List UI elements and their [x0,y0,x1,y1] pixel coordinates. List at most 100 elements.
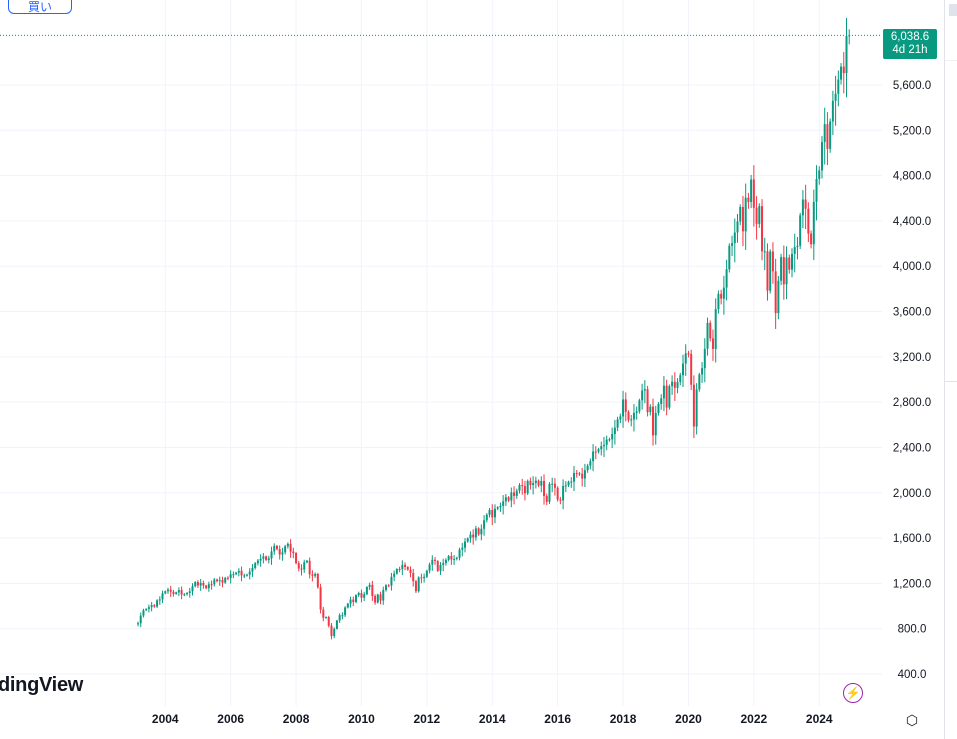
y-tick-label: 4,400.0 [893,216,931,228]
candle-body [679,375,682,383]
candle-body [401,564,404,570]
candle-body [409,569,412,573]
candle-body [597,449,600,452]
candle-body [581,473,584,479]
candle-body [232,574,235,576]
x-tick-label: 2006 [217,712,244,726]
candle-body [559,499,562,501]
candle-body [281,552,284,555]
candle-body [139,615,142,624]
candle-body [635,411,638,413]
candle-body [406,566,409,570]
candle-body [142,610,145,616]
candle-body [145,608,148,611]
candle-body [744,197,747,232]
candle-body [720,293,723,299]
candle-body [180,590,183,595]
candle-body [589,461,592,466]
candle-body [600,446,603,450]
candle-body [382,590,385,601]
candle-body [156,600,159,607]
divider [945,60,957,61]
candle-body [295,553,298,564]
candle-body [216,579,219,582]
candle-body [750,179,753,203]
candle-body [483,520,486,529]
candle-body [725,269,728,288]
candle-body [771,251,774,272]
candle-body [344,607,347,616]
candle-body [273,545,276,552]
candle-body [316,573,319,588]
candle-body [303,562,306,570]
candle-body [537,480,540,486]
candle-body [327,617,330,626]
candle-body [701,368,704,375]
candle-body [564,485,567,487]
candle-body [480,528,483,535]
candle-body [461,547,464,550]
candle-body [265,556,268,560]
candle-body [444,559,447,564]
candle-body [573,473,575,482]
y-tick-label: 1,200.0 [893,578,931,590]
candle-body [717,293,720,310]
candle-body [643,389,646,391]
candle-body [602,444,605,447]
candle-body [703,348,706,369]
sidebar-button[interactable] [949,4,957,16]
candle-body [728,245,731,270]
candle-body [289,543,292,552]
candle-body [398,568,401,570]
candle-body [297,563,300,569]
buy-button[interactable]: 買い [8,0,72,14]
x-tick-label: 2016 [544,712,571,726]
candle-body [325,617,328,619]
tradingview-logo[interactable]: dingView [0,674,84,696]
candle-body [820,142,823,171]
candle-body [722,287,725,299]
candle-body [322,609,325,618]
candle-body [646,389,649,413]
candle-body [791,253,793,270]
candle-body [755,207,758,224]
candle-body [256,560,259,564]
candle-body [183,594,186,596]
candle-body [684,353,687,364]
candle-body [807,208,810,234]
right-sidebar [944,0,957,739]
candle-body [687,353,690,355]
candle-body [826,124,829,149]
candle-body [619,416,622,420]
candle-body [616,419,619,428]
candle-body [246,574,248,576]
candle-body [513,492,516,496]
candle-body [221,580,224,583]
candle-body [799,215,802,246]
candle-body [284,546,287,553]
candle-body [545,495,548,502]
candle-body [608,439,611,441]
candle-body [741,206,744,232]
candle-body [172,591,175,594]
candle-body [842,66,845,74]
candle-body [502,501,505,506]
candle-body [761,206,764,252]
candle-body [829,121,832,149]
candle-body [529,480,532,486]
candle-body [466,538,469,542]
candle-body [188,591,191,594]
lightning-icon[interactable]: ⚡ [843,683,863,703]
candle-body [237,570,240,573]
candle-body [175,592,178,594]
candle-body [300,568,303,570]
settings-icon[interactable]: ⬡ [905,712,919,728]
candle-body [213,579,216,585]
candle-body [758,206,761,224]
candle-body [499,505,502,508]
candle-body [709,322,712,339]
candle-body [278,549,281,555]
candle-body [196,582,199,586]
candle-body [453,558,456,560]
